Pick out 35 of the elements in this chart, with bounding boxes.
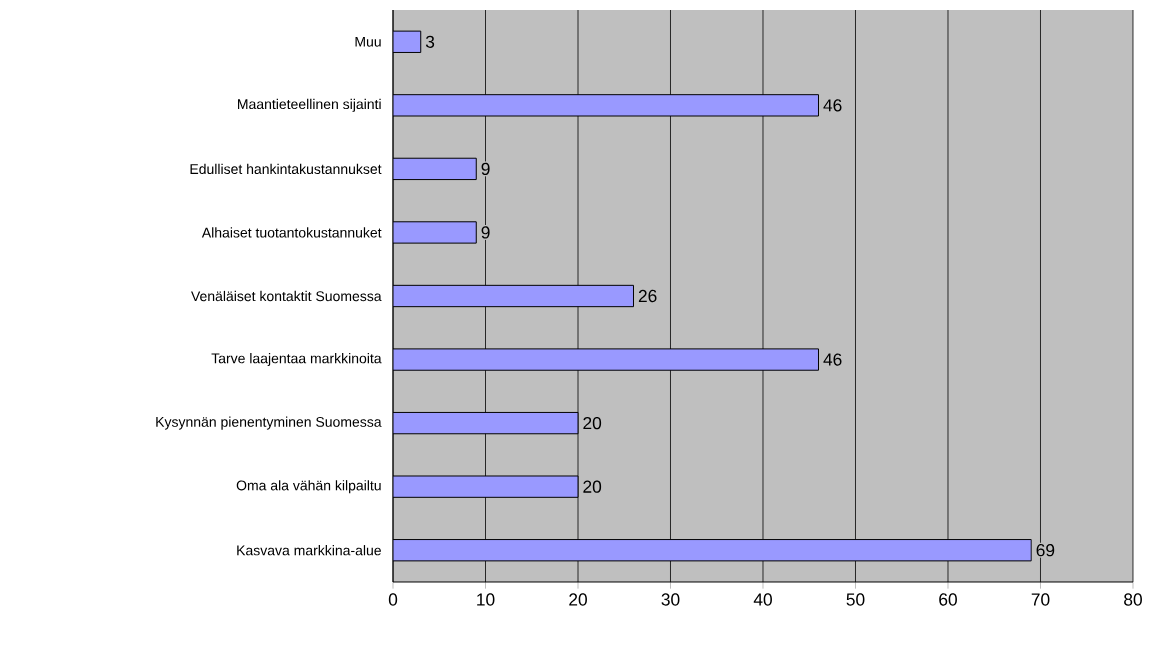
data-label: 46 (823, 353, 842, 366)
data-label: 9 (481, 226, 490, 239)
bar (393, 94, 819, 117)
y-tick-label: Tarve laajentaa markkinoita (211, 353, 382, 367)
data-label: 26 (638, 289, 657, 303)
data-label: 69 (1036, 544, 1055, 557)
x-tick-label: 10 (477, 593, 495, 606)
bar (393, 539, 1032, 562)
bar (393, 411, 579, 435)
x-tick-label: 70 (1031, 593, 1050, 606)
x-tick-label: 30 (661, 593, 680, 606)
y-tick-label: Alhaiset tuotantokustannuket (201, 227, 382, 238)
x-tick-label: 50 (846, 593, 865, 606)
y-tick-label: Venäläiset kontaktit Suomessa (191, 290, 382, 302)
y-tick-label: Kysynnän pienentyminen Suomessa (156, 416, 382, 430)
x-tick-label: 60 (939, 593, 957, 606)
bar (393, 348, 819, 371)
x-tick-label: 0 (388, 593, 398, 606)
x-tick-label: 80 (1124, 593, 1142, 606)
bar (393, 157, 477, 181)
x-tick-label: 40 (753, 593, 772, 606)
bar (393, 221, 477, 244)
y-tick-label: Edulliset hankintakustannukset (190, 163, 382, 175)
y-tick-label: Maantieteellinen sijainti (238, 98, 381, 112)
y-tick-label: Muu (355, 36, 381, 47)
y-tick-label: Oma ala vähän kilpailtu (236, 480, 381, 494)
data-label: 20 (583, 416, 602, 430)
data-label: 46 (823, 99, 842, 112)
data-label: 20 (583, 480, 602, 493)
bar (393, 284, 634, 308)
y-tick-label: Kasvava markkina-alue (237, 545, 381, 556)
x-tick-label: 20 (569, 593, 587, 606)
bar (393, 475, 579, 498)
data-label: 9 (481, 162, 490, 176)
data-label: 3 (425, 35, 435, 48)
